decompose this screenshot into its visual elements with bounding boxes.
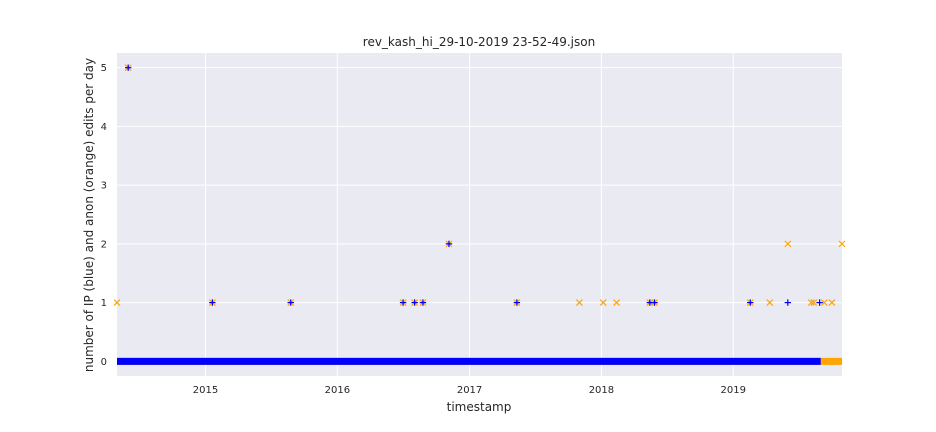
data-point xyxy=(209,299,216,306)
grid-lines xyxy=(117,53,842,376)
data-point xyxy=(599,299,607,307)
x-marker-stroke xyxy=(766,299,774,307)
data-point xyxy=(113,299,121,307)
data-point xyxy=(807,299,815,307)
y-tick-label: 2 xyxy=(101,239,107,250)
data-series xyxy=(113,64,846,365)
y-axis-label: number of IP (blue) and anon (orange) ed… xyxy=(82,58,96,372)
x-tick-label: 2018 xyxy=(589,385,614,396)
x-marker-stroke xyxy=(613,299,621,307)
plot-area xyxy=(117,53,842,376)
data-point xyxy=(784,299,792,306)
y-tick-label: 5 xyxy=(101,63,107,74)
x-marker-stroke xyxy=(575,299,583,307)
data-point xyxy=(828,299,836,307)
y-axis-ticks: 0 1 2 3 4 5 xyxy=(101,63,107,368)
data-point xyxy=(287,299,294,306)
x-marker-stroke xyxy=(820,299,828,307)
chart-title: rev_kash_hi_29-10-2019 23-52-49.json xyxy=(363,35,595,49)
x-tick-label: 2015 xyxy=(193,385,218,396)
x-marker-stroke xyxy=(784,240,792,248)
data-point xyxy=(575,299,583,307)
data-point xyxy=(838,240,846,248)
x-marker-stroke xyxy=(810,299,818,307)
y-tick-label: 0 xyxy=(101,357,107,368)
x-axis-label: timestamp xyxy=(447,400,512,414)
data-point xyxy=(651,299,658,306)
data-point xyxy=(613,299,621,307)
x-tick-label: 2017 xyxy=(457,385,482,396)
x-tick-label: 2019 xyxy=(721,385,746,396)
x-marker-stroke xyxy=(599,299,607,307)
data-point xyxy=(399,299,407,306)
data-point xyxy=(513,299,521,306)
y-tick-label: 1 xyxy=(101,298,107,309)
data-point xyxy=(419,299,427,306)
y-tick-label: 4 xyxy=(101,122,107,133)
x-marker-stroke xyxy=(807,299,815,307)
x-tick-label: 2016 xyxy=(325,385,350,396)
y-tick-label: 3 xyxy=(101,181,107,192)
x-marker-stroke xyxy=(838,240,846,248)
data-point xyxy=(816,299,823,306)
x-axis-ticks: 2015 2016 2017 2018 2019 xyxy=(193,385,746,396)
data-point xyxy=(445,240,453,248)
data-point xyxy=(124,64,132,71)
data-point xyxy=(411,299,418,306)
data-point xyxy=(747,299,754,306)
data-point xyxy=(820,299,828,307)
x-marker-stroke xyxy=(828,299,836,307)
data-point xyxy=(784,240,792,248)
data-point xyxy=(810,299,818,307)
data-point xyxy=(766,299,774,307)
x-marker-stroke xyxy=(113,299,121,307)
